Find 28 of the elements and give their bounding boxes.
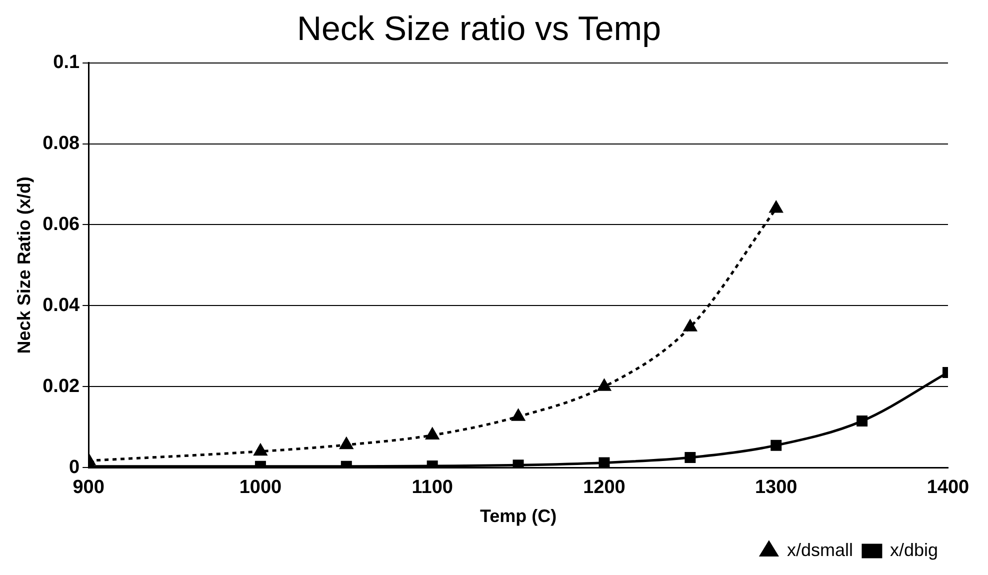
- y-tick-label: 0.04: [42, 294, 80, 316]
- point: [512, 409, 525, 421]
- y-tick-label: 0.1: [53, 52, 80, 74]
- legend-label: x/dbig: [890, 540, 938, 560]
- x-tick-label: 1200: [583, 477, 626, 498]
- y-tick-label: 0.08: [42, 132, 80, 154]
- x-axis-title: Temp (C): [480, 506, 557, 526]
- point: [512, 460, 524, 468]
- point: [684, 452, 696, 463]
- x-tick-label: 1100: [412, 477, 453, 498]
- x-tick-label: 1300: [754, 477, 798, 498]
- legend-label: x/dsmall: [786, 540, 853, 560]
- x-tick-label: 1400: [926, 477, 970, 498]
- y-tick-label: 0: [69, 456, 80, 478]
- chart-title: Neck Size ratio vs Temp: [296, 10, 662, 48]
- y-tick-label: 0.06: [42, 214, 80, 235]
- point: [770, 440, 782, 451]
- y-tick-label: 0.02: [42, 376, 80, 397]
- y-axis-title: Neck Size Ratio (x/d): [14, 176, 34, 354]
- point: [770, 201, 783, 213]
- x-tick-label: 1000: [239, 477, 282, 498]
- x-tick-label: 900: [72, 477, 104, 498]
- point: [598, 457, 610, 468]
- point: [598, 379, 611, 391]
- point: [254, 444, 267, 456]
- point: [426, 428, 439, 440]
- point: [684, 320, 697, 332]
- point: [340, 438, 353, 450]
